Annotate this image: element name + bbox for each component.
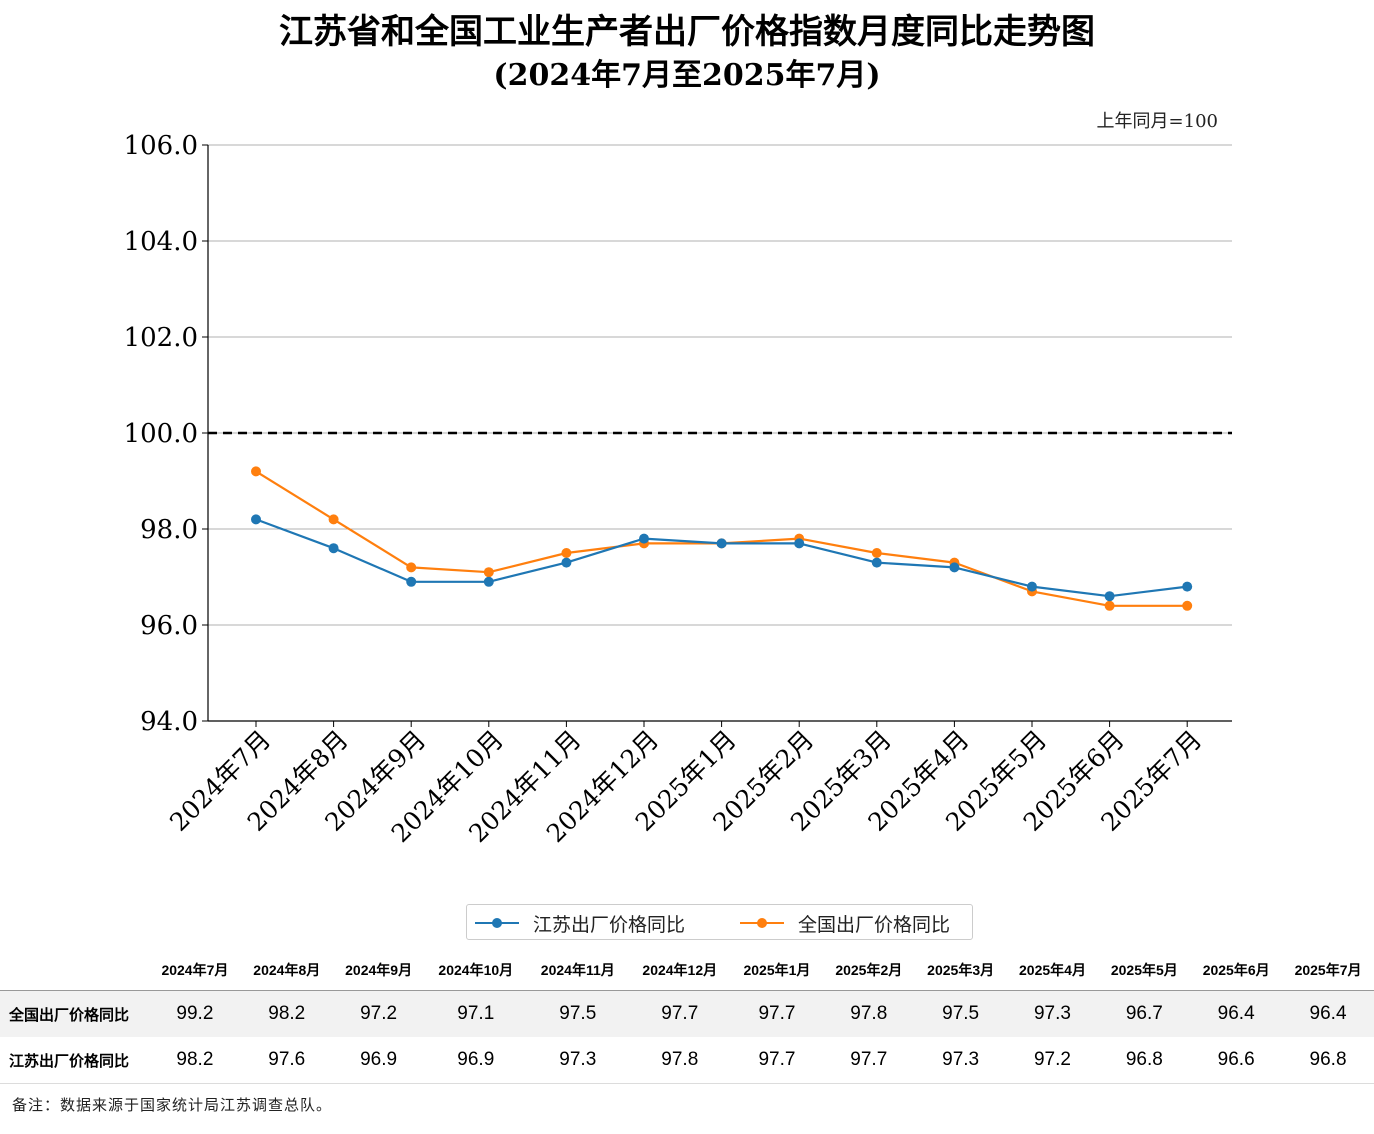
chart-title: 江苏省和全国工业生产者出厂价格指数月度同比走势图 [279,12,1095,52]
data-table: 2024年7月 2024年8月 2024年9月 2024年10月 2024年11… [0,950,1374,1084]
data-point-jiangsu [871,557,882,568]
table-cell: 98.2 [240,990,333,1037]
data-point-national [251,466,261,477]
y-tick-label: 96.0 [140,611,198,641]
data-point-jiangsu [949,562,960,573]
data-point-jiangsu [561,557,572,568]
table-row-jiangsu: 江苏出厂价格同比 98.2 97.6 96.9 96.9 97.3 97.8 9… [0,1037,1374,1084]
data-point-jiangsu [1182,581,1193,592]
table-header-cell: 2025年4月 [1006,950,1099,991]
legend-label-national: 全国出厂价格同比 [798,913,951,936]
table-header-cell: 2024年10月 [424,950,528,991]
data-point-jiangsu [1104,591,1115,602]
y-tick-label: 104.0 [124,227,198,257]
table-header-cell: 2025年5月 [1098,950,1191,991]
table-header-row: 2024年7月 2024年8月 2024年9月 2024年10月 2024年11… [0,950,1374,991]
y-tick-label: 98.0 [140,515,198,545]
table-cell: 97.1 [424,990,528,1037]
legend: 江苏出厂价格同比 全国出厂价格同比 [466,904,973,940]
data-point-jiangsu [406,576,417,587]
table-cell: 96.8 [1098,1037,1191,1084]
legend-item-jiangsu: 江苏出厂价格同比 [475,905,685,941]
y-tick-label: 100.0 [124,419,198,449]
table-cell: 96.9 [424,1037,528,1084]
y-tick-label: 106.0 [124,131,198,161]
table-cell: 97.7 [822,1037,915,1084]
legend-label-jiangsu: 江苏出厂价格同比 [533,913,686,936]
row-label: 全国出厂价格同比 [0,990,149,1037]
table-cell: 97.5 [914,990,1007,1037]
data-point-national [483,567,494,578]
data-point-jiangsu [794,538,805,549]
line-chart: 94.096.098.0100.0102.0104.0106.02024年7月2… [124,131,1232,848]
table-header-cell: 2024年12月 [628,950,732,991]
table-header-cell: 2024年7月 [149,950,241,991]
data-point-jiangsu [716,538,727,549]
table-cell: 97.3 [1006,990,1099,1037]
y-tick-label: 102.0 [124,323,198,353]
table-cell: 97.2 [332,990,425,1037]
table-header-cell: 2025年3月 [914,950,1007,991]
table-cell: 97.3 [527,1037,629,1084]
table-header-cell: 2025年2月 [822,950,915,991]
data-point-national [1182,600,1193,611]
table-header-cell: 2025年6月 [1190,950,1283,991]
table-cell: 97.2 [1006,1037,1099,1084]
legend-item-national: 全国出厂价格同比 [740,905,950,941]
table-cell: 97.8 [822,990,915,1037]
data-point-jiangsu [328,543,339,554]
table-cell: 97.8 [628,1037,732,1084]
data-point-jiangsu [1027,581,1037,592]
table-header-cell: 2024年9月 [332,950,425,991]
data-point-jiangsu [639,533,649,544]
table-cell: 99.2 [149,990,241,1037]
y-tick-label: 94.0 [140,707,198,737]
data-point-national [328,514,339,525]
table-row-national: 全国出厂价格同比 99.2 98.2 97.2 97.1 97.5 97.7 9… [0,990,1374,1037]
table-header-cell: 2024年11月 [527,950,629,991]
table-cell: 97.5 [527,990,629,1037]
table-header-cell: 2024年8月 [240,950,333,991]
chart-subtitle: (2024年7月至2025年7月) [493,58,881,93]
footnote: 备注：数据来源于国家统计局江苏调查总队。 [12,1096,333,1114]
table-cell: 98.2 [149,1037,241,1084]
table-cell: 96.4 [1190,990,1283,1037]
table-cell: 96.6 [1190,1037,1283,1084]
table-cell: 97.7 [731,990,823,1037]
table-cell: 97.7 [731,1037,823,1084]
legend-swatch-jiangsu [475,917,519,929]
table-corner [0,950,149,991]
legend-swatch-national [740,917,784,929]
data-point-jiangsu [483,576,494,587]
table-cell: 97.3 [914,1037,1007,1084]
data-point-jiangsu [251,514,261,525]
table-header-cell: 2025年1月 [731,950,823,991]
table-cell: 97.7 [628,990,732,1037]
data-point-national [561,548,572,558]
data-point-national [871,548,882,558]
table-header-cell: 2025年7月 [1282,950,1374,991]
table-cell: 96.8 [1282,1037,1374,1084]
data-point-national [1104,600,1115,611]
data-point-national [406,562,417,573]
table-cell: 96.7 [1098,990,1191,1037]
table-cell: 96.9 [332,1037,425,1084]
unit-note: 上年同月=100 [1096,111,1218,132]
table-cell: 97.6 [240,1037,333,1084]
row-label: 江苏出厂价格同比 [0,1037,149,1084]
table-cell: 96.4 [1282,990,1374,1037]
